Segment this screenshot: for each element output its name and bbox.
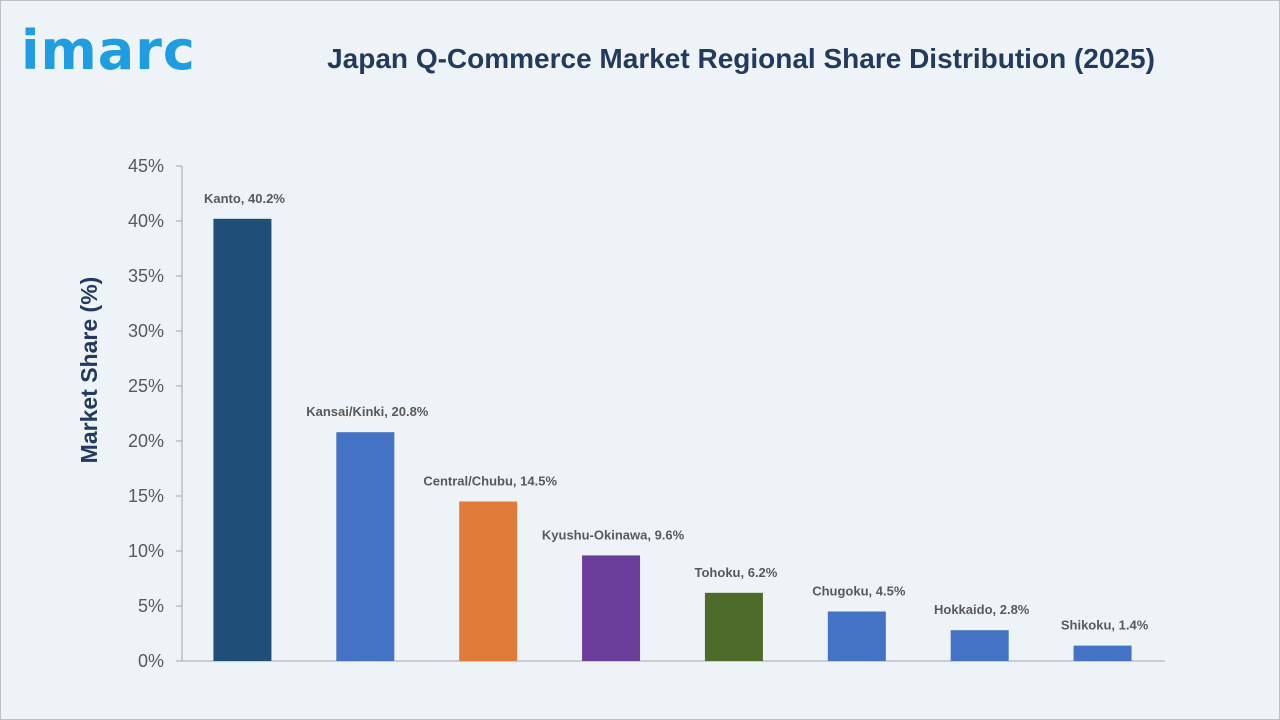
y-tick-label: 35% (128, 266, 164, 286)
bar-hokkaido (950, 630, 1009, 661)
data-label: Kyushu-Okinawa, 9.6% (542, 527, 685, 542)
y-tick-label: 25% (128, 376, 164, 396)
data-label: Hokkaido, 2.8% (934, 602, 1030, 617)
bar-tohoku (704, 592, 763, 661)
label-layer: Kanto, 40.2% Kansai/Kinki, 20.8% Central/C… (204, 191, 1149, 633)
bar-chugoku (827, 611, 886, 661)
bar-kyushu-okinawa (582, 555, 641, 661)
y-tick-label: 0% (138, 651, 164, 671)
imarc-logo: imarc (21, 19, 196, 82)
data-label: Central/Chubu, 14.5% (423, 474, 557, 489)
data-label: Kansai/Kinki, 20.8% (306, 404, 429, 419)
y-tick-label: 40% (128, 211, 164, 231)
y-axis-label: Market Share (%) (76, 277, 102, 464)
bar-central-chubu (459, 501, 518, 661)
bar-kanto (213, 218, 272, 662)
y-tick-label: 30% (128, 321, 164, 341)
bar-shikoku (1073, 645, 1132, 661)
y-tick-label: 10% (128, 541, 164, 561)
y-tick-label: 15% (128, 486, 164, 506)
y-tick-label: 5% (138, 596, 164, 616)
data-label: Kanto, 40.2% (204, 191, 285, 206)
data-label: Chugoku, 4.5% (812, 584, 906, 599)
bar-kansai-kinki (336, 432, 395, 661)
data-label: Tohoku, 6.2% (695, 565, 778, 580)
y-tick-label: 45% (128, 156, 164, 176)
data-label: Shikoku, 1.4% (1061, 618, 1149, 633)
y-tick-label: 20% (128, 431, 164, 451)
bar-layer (213, 218, 1132, 662)
chart-title: Japan Q-Commerce Market Regional Share D… (327, 43, 1155, 74)
axis-layer: 0% 5% 10% 15% 20% 25% 30% 35% 40% 45% (128, 156, 1165, 671)
